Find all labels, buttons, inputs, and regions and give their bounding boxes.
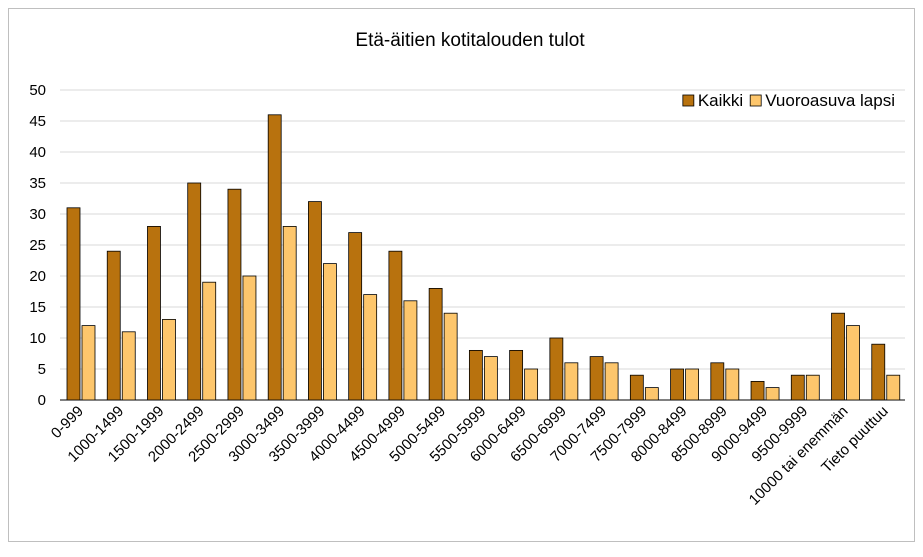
bar bbox=[524, 368, 539, 401]
y-tick-label: 50 bbox=[29, 82, 46, 99]
bar bbox=[886, 374, 901, 401]
chart-title: Etä-äitien kotitalouden tulot bbox=[355, 30, 585, 51]
bar bbox=[242, 275, 257, 401]
y-tick-label: 45 bbox=[29, 113, 46, 130]
bar bbox=[202, 281, 217, 401]
bar bbox=[227, 188, 242, 401]
bar bbox=[644, 387, 659, 401]
bar bbox=[121, 331, 136, 401]
bar bbox=[846, 325, 860, 401]
bar bbox=[348, 232, 363, 401]
legend-label: Vuoroasuva lapsi bbox=[765, 91, 895, 110]
bar bbox=[363, 294, 378, 401]
bar bbox=[403, 300, 418, 401]
bar bbox=[483, 356, 498, 401]
legend-swatch bbox=[682, 94, 695, 107]
bar bbox=[388, 250, 403, 401]
bar bbox=[725, 368, 740, 401]
y-tick-label: 20 bbox=[29, 268, 46, 285]
bar bbox=[750, 380, 765, 401]
bar bbox=[685, 368, 699, 401]
y-tick-label: 25 bbox=[29, 237, 46, 254]
y-tick-label: 30 bbox=[29, 206, 46, 223]
bar bbox=[710, 362, 725, 401]
bar bbox=[604, 362, 619, 401]
bar bbox=[162, 318, 176, 401]
bar bbox=[308, 201, 322, 401]
bar bbox=[670, 368, 684, 401]
legend-swatch bbox=[749, 94, 762, 107]
bar bbox=[589, 356, 604, 401]
bar bbox=[282, 225, 297, 401]
y-tick-label: 35 bbox=[29, 175, 46, 192]
bar bbox=[629, 374, 644, 401]
bar bbox=[81, 325, 96, 401]
bar bbox=[805, 374, 820, 401]
legend-label: Kaikki bbox=[698, 91, 743, 110]
bar bbox=[106, 250, 121, 401]
bar bbox=[831, 312, 845, 401]
y-tick-label: 0 bbox=[38, 392, 46, 409]
bar bbox=[509, 349, 524, 401]
bar bbox=[323, 263, 337, 401]
y-tick-label: 5 bbox=[38, 361, 46, 378]
bar bbox=[765, 387, 780, 401]
bar bbox=[468, 349, 483, 401]
chart-frame bbox=[8, 8, 915, 542]
bar bbox=[187, 182, 202, 401]
bar bbox=[790, 374, 805, 401]
bar bbox=[428, 287, 443, 401]
bar bbox=[564, 362, 579, 401]
y-tick-label: 40 bbox=[29, 144, 46, 161]
bar bbox=[267, 114, 282, 401]
y-tick-label: 15 bbox=[29, 299, 46, 316]
bar bbox=[549, 337, 564, 401]
bar bbox=[871, 343, 886, 401]
bar bbox=[443, 312, 458, 401]
y-tick-label: 10 bbox=[29, 330, 46, 347]
bar bbox=[66, 207, 81, 401]
bar bbox=[147, 225, 161, 401]
